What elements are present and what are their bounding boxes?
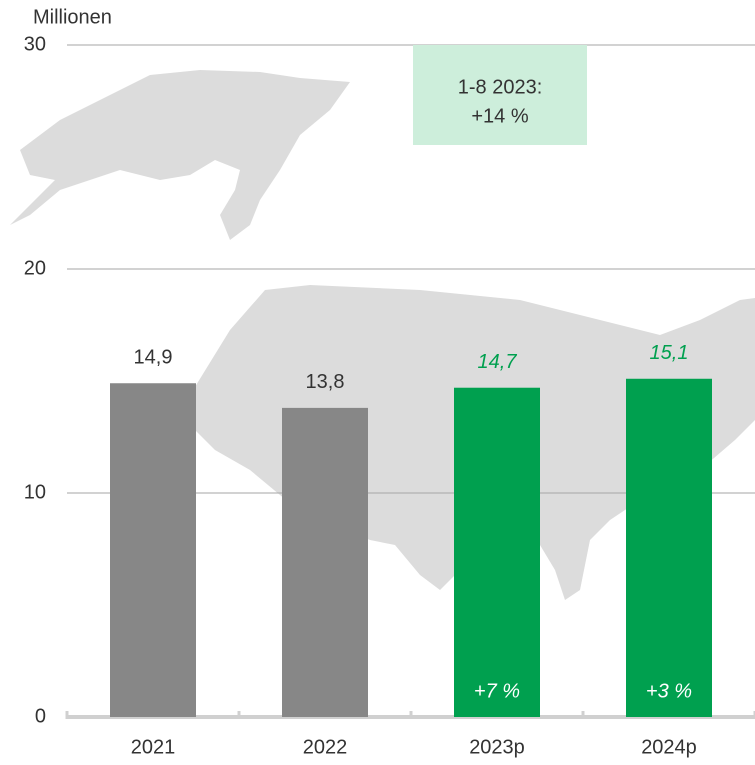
y-tick-label: 0 [35, 705, 46, 727]
value-label: 14,7 [478, 351, 518, 373]
annotation-text: 1-8 2023: [458, 76, 543, 98]
value-label: 15,1 [650, 342, 689, 364]
y-tick-label: 30 [24, 33, 46, 55]
x-tick-label: 2024p [641, 736, 697, 758]
y-tick-label: 20 [24, 257, 46, 279]
x-tick-label: 2023p [469, 736, 525, 758]
value-label: 13,8 [306, 371, 345, 393]
bar [626, 378, 712, 717]
bar [110, 383, 196, 717]
y-axis-label: Millionen [33, 6, 112, 28]
x-tick-label: 2021 [131, 736, 176, 758]
annotation-box [413, 45, 587, 145]
annotation-text: +14 % [471, 105, 528, 127]
value-label: 14,9 [134, 347, 173, 369]
x-tick-label: 2022 [303, 736, 348, 758]
bar [454, 387, 540, 717]
y-tick-label: 10 [24, 481, 46, 503]
bar [282, 407, 368, 717]
growth-label: +7 % [474, 680, 520, 702]
growth-label: +3 % [646, 680, 692, 702]
